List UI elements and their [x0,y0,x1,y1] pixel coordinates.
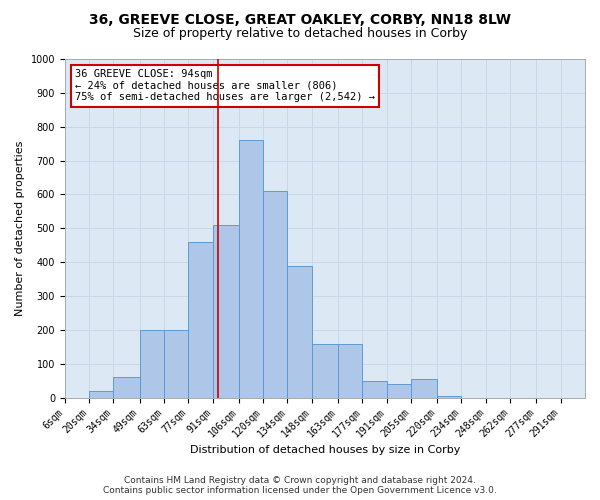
Bar [239,140,263,398]
Text: 36, GREEVE CLOSE, GREAT OAKLEY, CORBY, NN18 8LW: 36, GREEVE CLOSE, GREAT OAKLEY, CORBY, N… [89,12,511,26]
Bar [338,344,362,398]
Bar [362,381,386,398]
Bar [164,330,188,398]
Bar [411,379,437,398]
X-axis label: Distribution of detached houses by size in Corby: Distribution of detached houses by size … [190,445,460,455]
Bar [89,391,113,398]
Bar [287,266,312,398]
Bar [212,225,239,398]
Bar [386,384,411,398]
Text: 36 GREEVE CLOSE: 94sqm
← 24% of detached houses are smaller (806)
75% of semi-de: 36 GREEVE CLOSE: 94sqm ← 24% of detached… [75,69,375,102]
Bar [437,396,461,398]
Text: Size of property relative to detached houses in Corby: Size of property relative to detached ho… [133,28,467,40]
Text: Contains HM Land Registry data © Crown copyright and database right 2024.
Contai: Contains HM Land Registry data © Crown c… [103,476,497,495]
Bar [188,242,212,398]
Bar [140,330,164,398]
Bar [312,344,338,398]
Bar [113,378,140,398]
Y-axis label: Number of detached properties: Number of detached properties [15,140,25,316]
Bar [263,191,287,398]
